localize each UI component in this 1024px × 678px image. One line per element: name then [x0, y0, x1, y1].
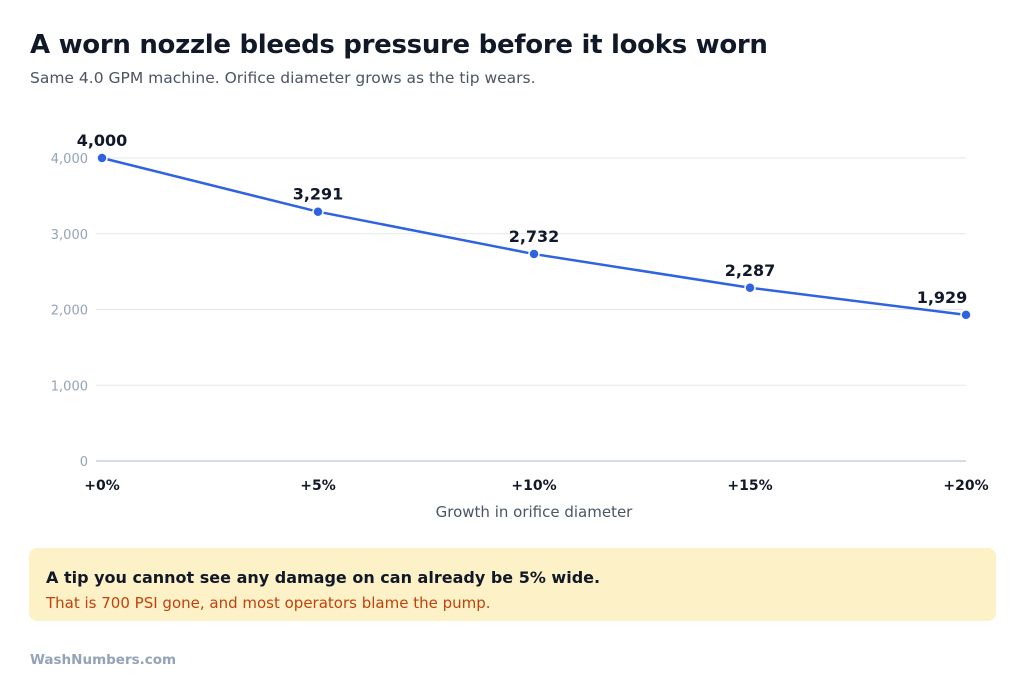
- line-chart: 0 1,000 2,000 3,000 4,000 +0% +5% +10% +15% +20% G…: [51, 131, 989, 521]
- x-tick-label: +10%: [511, 478, 556, 494]
- data-point: [96, 152, 108, 164]
- data-label: 2,732: [509, 227, 560, 246]
- y-tick-label: 2,000: [51, 304, 88, 319]
- x-tick-label: +0%: [84, 478, 120, 494]
- y-tick-label: 4,000: [51, 152, 88, 167]
- footer-brand: WashNumbers.com: [30, 652, 177, 668]
- chart-title: A worn nozzle bleeds pressure before it …: [30, 30, 768, 60]
- callout-headline: A tip you cannot see any damage on can a…: [46, 568, 601, 587]
- data-point: [744, 282, 756, 294]
- x-tick-label: +20%: [943, 478, 988, 494]
- data-point: [528, 248, 540, 260]
- data-label: 4,000: [77, 131, 128, 150]
- callout-body: That is 700 PSI gone, and most operators…: [46, 594, 491, 612]
- x-tick-label: +5%: [300, 478, 336, 494]
- callout-box: A tip you cannot see any damage on can a…: [29, 548, 996, 621]
- data-point: [960, 309, 972, 321]
- chart-subtitle: Same 4.0 GPM machine. Orifice diameter g…: [30, 69, 536, 87]
- data-label: 3,291: [293, 185, 344, 204]
- x-axis-label: Growth in orifice diameter: [436, 503, 634, 521]
- x-tick-label: +15%: [727, 478, 772, 494]
- y-tick-label: 3,000: [51, 228, 88, 243]
- data-point: [312, 205, 324, 218]
- data-label: 1,929: [917, 288, 968, 307]
- y-tick-label: 0: [80, 455, 88, 470]
- data-label: 2,287: [725, 261, 776, 280]
- y-tick-label: 1,000: [51, 379, 88, 394]
